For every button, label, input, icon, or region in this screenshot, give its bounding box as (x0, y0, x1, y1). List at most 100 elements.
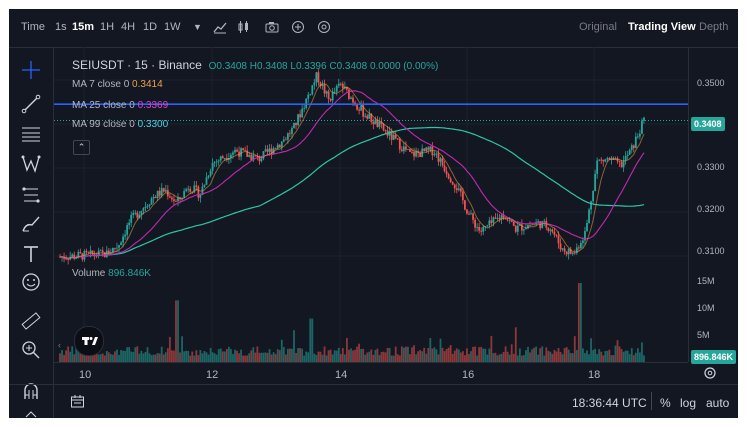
candle-body (284, 139, 287, 141)
current-price-badge: 0.3408 (691, 117, 725, 131)
volume-bar (496, 355, 499, 362)
utc-clock[interactable]: 18:36:44 UTC (572, 396, 647, 410)
candle-body (130, 214, 133, 223)
crosshair-icon[interactable] (20, 59, 42, 81)
candle-body (378, 121, 381, 127)
tradingview-logo[interactable] (74, 326, 104, 356)
time-axis[interactable]: 10 12 14 16 18 (54, 362, 688, 385)
brush-icon[interactable] (20, 213, 42, 235)
collapse-legend-icon[interactable]: ⌃ (73, 140, 90, 155)
interval-1s[interactable]: 1s (55, 21, 67, 33)
price-chart[interactable] (54, 47, 688, 362)
candle-body (315, 72, 318, 83)
measure-icon[interactable] (20, 184, 42, 206)
candle-body (620, 162, 623, 168)
interval-4h[interactable]: 4H (121, 21, 136, 33)
volume-bar (276, 349, 279, 362)
candle-body (230, 154, 232, 158)
ohlc-change: 0.0000 (0.00%) (369, 61, 439, 72)
date-range-icon[interactable] (70, 394, 85, 409)
candle-body (215, 161, 218, 163)
candle-body (244, 150, 247, 151)
percent-toggle[interactable]: % (660, 396, 671, 410)
candle-body (144, 206, 147, 209)
volume-bar (358, 343, 361, 362)
camera-icon[interactable] (265, 20, 279, 34)
volume-bar (620, 349, 623, 362)
candle-body (105, 250, 108, 258)
volume-bar (75, 346, 78, 362)
chart-settings-icon[interactable] (703, 366, 717, 380)
candle-body (274, 148, 277, 150)
candle-body (425, 147, 428, 152)
volume-bar (459, 352, 462, 362)
candle-body (203, 184, 206, 187)
candle-body (175, 201, 177, 202)
emoji-icon[interactable] (20, 271, 42, 293)
horizontal-lines-icon[interactable] (20, 123, 42, 145)
ma7-legend[interactable]: MA 7 close 0 0.3414 (72, 79, 163, 90)
candle-body (533, 224, 535, 226)
scroll-left-icon[interactable]: ‹ (58, 340, 61, 350)
indicator-chart-icon[interactable] (213, 20, 227, 34)
volume-bar (244, 355, 247, 362)
volume-bar (246, 355, 249, 362)
volume-bar (512, 353, 515, 362)
volume-bar (213, 353, 216, 362)
candle-body (624, 156, 627, 161)
zoom-in-icon[interactable] (20, 339, 42, 361)
candle-type-icon[interactable] (237, 20, 251, 34)
volume-value: 896.846K (108, 268, 151, 279)
candle-body (634, 136, 637, 149)
view-original[interactable]: Original (579, 21, 617, 33)
volume-bar (321, 354, 324, 362)
add-indicator-icon[interactable] (291, 20, 305, 34)
volume-bar (101, 353, 104, 362)
volume-bar (437, 354, 440, 362)
volume-bar (307, 352, 310, 362)
ma99-legend[interactable]: MA 99 close 0 0.3300 (72, 119, 169, 130)
candle-body (173, 199, 175, 202)
candle-body (508, 220, 511, 221)
lock-drawing-icon[interactable] (20, 407, 42, 418)
volume-bar (341, 348, 344, 362)
candle-body (181, 197, 183, 199)
interval-1d[interactable]: 1D (143, 21, 158, 33)
volume-bar (516, 355, 519, 362)
volume-bar (372, 354, 375, 362)
ma25-legend[interactable]: MA 25 close 0 0.3369 (72, 100, 169, 111)
candle-body (372, 121, 375, 125)
view-tradingview[interactable]: Trading View (628, 21, 696, 33)
volume-bar (240, 349, 242, 362)
volume-bar (569, 353, 572, 362)
candle-body (441, 158, 444, 166)
settings-icon[interactable] (317, 20, 331, 34)
text-icon[interactable] (20, 243, 42, 265)
interval-1h[interactable]: 1H (100, 21, 115, 33)
volume-bar (417, 351, 420, 362)
pattern-icon[interactable] (20, 153, 42, 175)
chart-pane[interactable]: SEIUSDT · 15 · Binance O0.3408 H0.3408 L… (54, 47, 688, 362)
volume-bar (185, 350, 188, 362)
price-axis[interactable]: 0.3500 0.3300 0.3200 0.3100 0.3408 15M 1… (688, 47, 738, 364)
candle-body (77, 252, 80, 258)
ruler-icon[interactable] (20, 310, 42, 332)
interval-1w[interactable]: 1W (164, 21, 181, 33)
volume-bar (103, 355, 106, 362)
volume-bar (626, 350, 629, 362)
chart-window: Time 1s 15m 1H 4H 1D 1W ▼ Original Tradi… (9, 9, 738, 418)
volume-bar (590, 338, 592, 362)
volume-bar (181, 336, 183, 362)
interval-dropdown-icon[interactable]: ▼ (193, 22, 202, 32)
ohlc-open: O0.3408 (208, 61, 247, 72)
volume-bar (541, 346, 544, 362)
view-depth[interactable]: Depth (699, 21, 729, 33)
volume-bar (618, 346, 621, 362)
log-toggle[interactable]: log (680, 396, 697, 410)
trendline-icon[interactable] (20, 93, 42, 115)
interval-15m[interactable]: 15m (72, 21, 95, 33)
auto-toggle[interactable]: auto (706, 396, 730, 410)
candle-body (164, 189, 167, 192)
volume-bar (289, 348, 291, 362)
candle-body (396, 138, 399, 140)
